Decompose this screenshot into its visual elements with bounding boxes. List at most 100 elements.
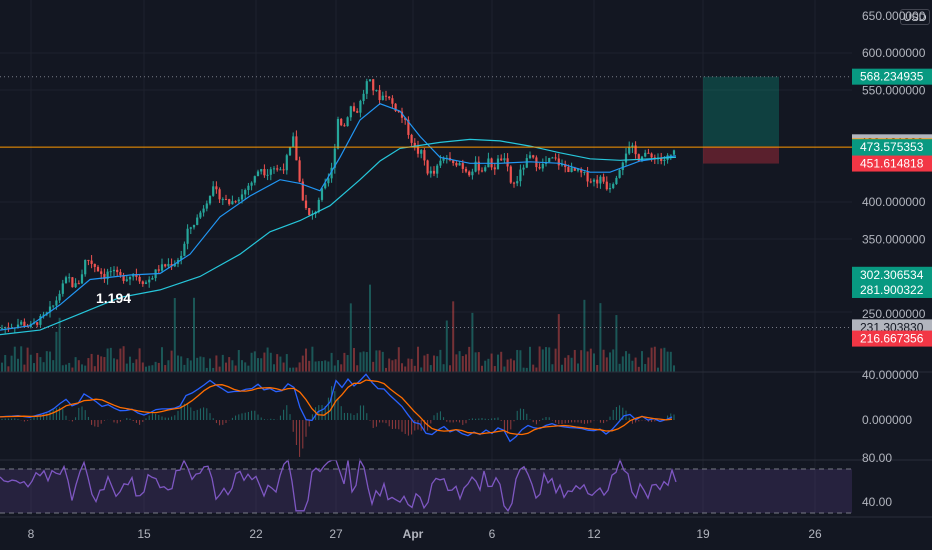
volume-bar	[29, 354, 32, 372]
ema-slow-line	[0, 138, 677, 336]
volume-bar	[90, 353, 93, 372]
candle-body	[436, 165, 439, 174]
candle-body	[557, 158, 560, 166]
volume-bar	[487, 358, 490, 372]
volume-bar	[615, 315, 618, 372]
volume-bar	[365, 352, 368, 372]
candle-body	[58, 293, 61, 301]
overlay-label: 1.194	[96, 290, 131, 306]
price-tag	[852, 266, 932, 283]
volume-bar	[378, 350, 381, 372]
candle-body	[644, 152, 647, 157]
volume-bar	[177, 355, 179, 372]
volume-bar	[151, 365, 154, 372]
volume-bar	[273, 364, 275, 372]
candle-body	[244, 190, 247, 195]
candle-body	[480, 170, 484, 172]
volume-bar	[58, 317, 61, 372]
volume-bar	[602, 349, 605, 372]
volume-bar	[401, 363, 403, 372]
candle-body	[381, 95, 384, 101]
volume-bar	[209, 358, 211, 372]
volume-bar	[100, 356, 103, 372]
volume-bar	[49, 351, 51, 372]
volume-bar	[138, 348, 141, 372]
candle-body	[570, 167, 573, 173]
volume-bar	[113, 358, 115, 372]
volume-bar	[135, 359, 138, 372]
candle-body	[317, 199, 320, 212]
volume-bar	[122, 346, 125, 372]
volume-bar	[106, 348, 109, 372]
volume-bar	[65, 364, 67, 372]
candle-body	[231, 201, 234, 205]
candle-body	[247, 185, 250, 191]
candle-body	[468, 171, 471, 176]
candle-body	[122, 275, 125, 281]
volume-bar	[545, 347, 547, 372]
candle-body	[589, 181, 592, 183]
candle-body	[618, 170, 621, 178]
time-axis-tick: Apr	[403, 527, 424, 541]
volume-bar	[433, 355, 435, 372]
volume-bar	[593, 353, 595, 372]
candle-body	[333, 148, 336, 168]
price-tag-label: 451.614818	[860, 157, 924, 171]
volume-bar	[244, 362, 247, 372]
volume-bar	[81, 364, 83, 372]
candle-body	[340, 119, 343, 126]
volume-bar	[525, 367, 528, 372]
volume-bar	[445, 320, 448, 372]
volume-bar	[509, 358, 512, 372]
volume-bar	[673, 365, 675, 372]
volume-bar	[490, 353, 493, 372]
candle-body	[404, 117, 407, 120]
candle-body	[167, 263, 170, 267]
candle-body	[567, 167, 570, 173]
volume-bar	[657, 367, 659, 372]
volume-bar	[410, 358, 413, 372]
volume-bar	[455, 354, 458, 372]
candle-body	[84, 259, 87, 275]
candle-body	[605, 181, 608, 190]
candle-body	[269, 169, 272, 175]
volume-bar	[420, 367, 423, 372]
candle-body	[186, 228, 189, 244]
volume-bar	[196, 357, 199, 372]
candle-body	[532, 155, 535, 158]
volume-bar	[666, 351, 669, 372]
volume-bar	[285, 354, 288, 372]
volume-bar	[468, 346, 471, 372]
volume-bar	[193, 297, 195, 372]
volume-bar	[452, 301, 455, 372]
volume-bar	[407, 358, 410, 372]
candle-body	[596, 179, 599, 184]
candle-body	[263, 169, 266, 176]
volume-bar	[93, 366, 96, 372]
candle-body	[96, 266, 100, 272]
volume-bar	[465, 354, 467, 372]
candle-body	[125, 279, 128, 281]
candle-body	[324, 183, 327, 189]
candle-body	[308, 208, 311, 216]
candle-body	[493, 167, 496, 170]
candle-body	[573, 167, 576, 171]
volume-bar	[561, 364, 563, 372]
currency-button[interactable]: USD	[900, 9, 930, 25]
volume-bar	[497, 354, 499, 372]
volume-bar	[253, 351, 256, 372]
volume-bar	[292, 367, 295, 372]
volume-bar	[503, 366, 506, 372]
volume-bar	[436, 356, 439, 372]
volume-bar	[276, 354, 279, 372]
volume-bar	[282, 362, 285, 372]
rsi-band	[0, 469, 852, 513]
macd-axis-tick: 0.000000	[862, 413, 912, 427]
candle-body	[298, 160, 301, 182]
volume-bar	[583, 299, 586, 372]
volume-bar	[375, 350, 378, 372]
candle-body	[80, 274, 84, 284]
volume-bar	[145, 366, 147, 372]
volume-bar	[356, 365, 359, 372]
